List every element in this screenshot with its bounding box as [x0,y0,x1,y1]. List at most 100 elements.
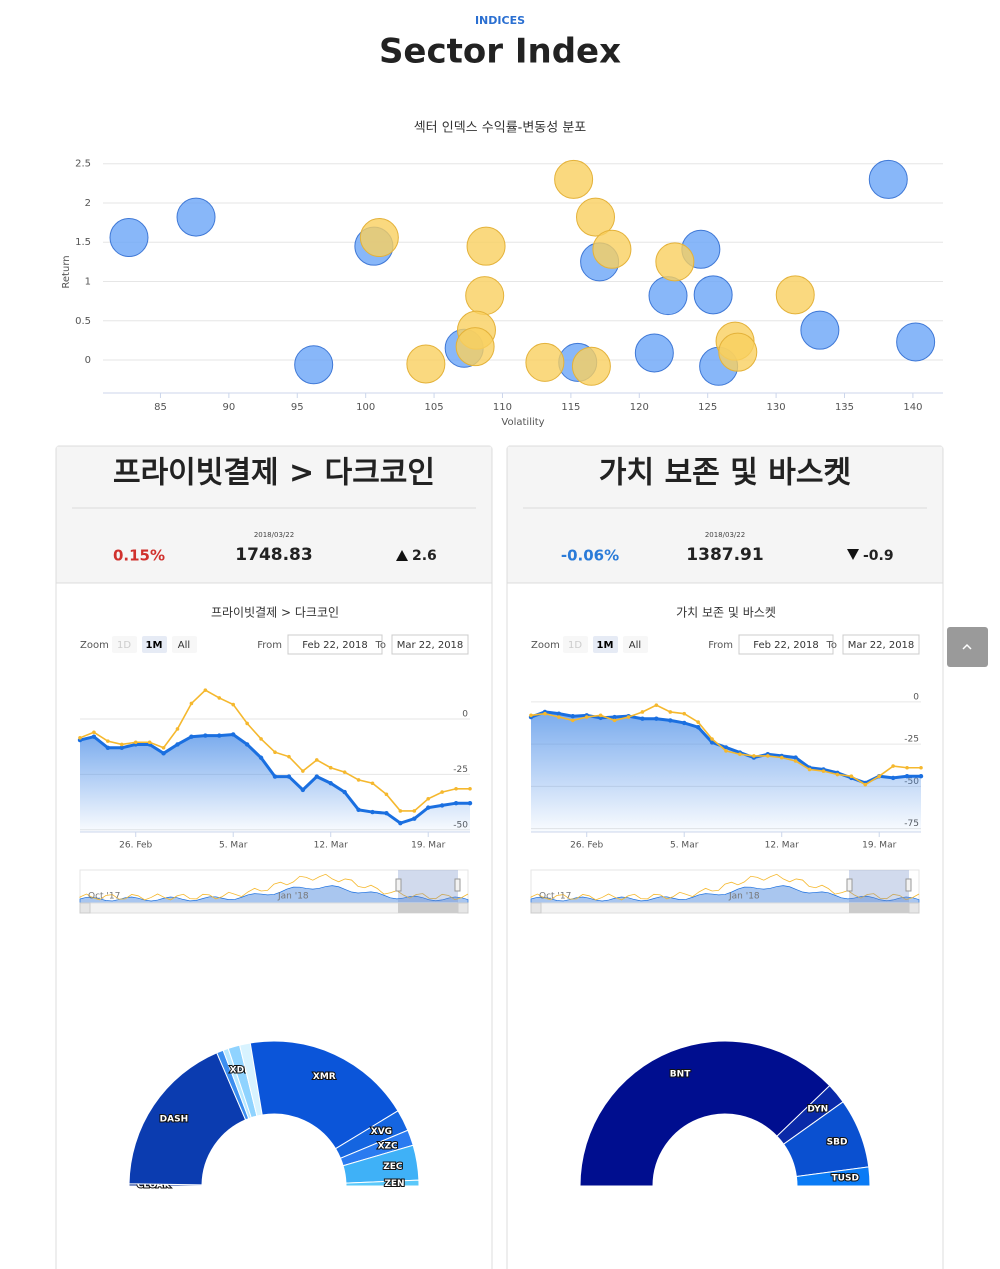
pie-label: DASH [160,1114,188,1124]
point [105,745,111,750]
x-tick-label: 19. Mar [411,841,445,851]
scatter-point [525,342,565,382]
to-value[interactable]: Mar 22, 2018 [848,640,915,651]
scrollbar-thumb[interactable] [849,903,909,913]
eyebrow: INDICES [475,14,525,27]
scroll-top-bg[interactable] [947,627,988,667]
navigator-label: Jan '18 [728,892,760,902]
x-tick-label: 135 [835,402,854,413]
point [821,769,826,773]
point [328,765,333,770]
scrollbar-thumb[interactable] [398,903,458,913]
navigator-handle[interactable] [395,878,402,892]
scroll-top-button[interactable] [947,627,988,667]
point [543,711,547,716]
x-tick-label: 19. Mar [862,841,896,851]
navigator-handle[interactable] [846,878,853,892]
x-tick-label: 105 [425,402,444,413]
point [119,742,124,747]
point [752,754,756,758]
from-input[interactable] [287,634,383,655]
point [612,718,617,723]
point [91,734,97,739]
range-button-label[interactable]: All [629,640,641,651]
point [161,745,166,750]
range-button-label[interactable]: 1M [146,640,163,651]
y-axis-label: Return [61,255,72,288]
change-value: -0.9 [863,548,894,564]
x-tick-label: 26. Feb [570,841,603,851]
x-tick-label: 26. Feb [119,841,152,851]
point [668,718,673,723]
to-input[interactable] [842,634,920,655]
navigator-handle[interactable] [905,878,912,892]
navigator-handle[interactable] [454,878,461,892]
range-button-label[interactable]: 1M [597,640,614,651]
to-value[interactable]: Mar 22, 2018 [397,640,464,651]
navigator-area [79,885,469,904]
point [556,711,562,716]
from-value[interactable]: Feb 22, 2018 [753,640,818,651]
point [529,713,533,718]
x-tick-label: 120 [630,402,649,413]
point [258,755,264,760]
area [531,711,921,832]
pie-label: SBD [827,1137,848,1147]
range-button[interactable] [593,636,618,653]
point [370,809,375,815]
navigator-mask[interactable] [849,870,909,903]
index-value: 1387.91 [686,545,763,565]
scroll-top-icon[interactable] [962,643,972,650]
range-button[interactable] [142,636,167,653]
pie-label: TUSD [832,1174,859,1184]
pie-label: ZEN [384,1179,404,1189]
y-tick-label: -25 [453,765,468,775]
scrollbar-right[interactable] [457,902,469,914]
x-tick-label: 110 [493,402,512,413]
point [765,754,770,758]
navigator-label: Oct '17 [88,892,120,902]
range-button[interactable] [172,636,197,653]
range-button[interactable] [623,636,648,653]
point [453,800,459,806]
point [654,703,659,707]
scatter-point [868,159,908,199]
point [793,759,798,763]
point [696,720,700,724]
from-value[interactable]: Feb 22, 2018 [302,640,367,651]
scrollbar-left[interactable] [79,902,91,914]
x-tick-label: 12. Mar [765,841,799,851]
x-tick-label: 12. Mar [314,841,348,851]
point [468,786,472,791]
point [738,752,742,757]
navigator-mask[interactable] [398,870,458,903]
point [245,721,249,726]
point [709,740,715,745]
point [175,742,180,747]
point [398,820,403,826]
point [133,740,138,745]
scrollbar-right[interactable] [908,902,920,914]
scatter-point [775,275,815,315]
point [779,755,784,760]
scrollbar-left[interactable] [530,902,542,914]
point [640,710,645,714]
from-input[interactable] [738,634,834,655]
navigator-label: Oct '17 [539,892,571,902]
range-button-label: 1D [568,640,582,651]
point [467,800,473,806]
y-tick-label: -25 [904,735,919,745]
range-button-label[interactable]: All [178,640,190,651]
scatter-point [592,229,632,269]
card-date: 2018/03/22 [254,531,294,539]
card-header [56,446,492,584]
to-input[interactable] [391,634,469,655]
change-pct: -0.06% [561,547,619,565]
point [890,775,896,781]
point [189,701,194,706]
scatter-point [359,218,399,258]
point [203,733,208,738]
range-button [112,636,137,653]
